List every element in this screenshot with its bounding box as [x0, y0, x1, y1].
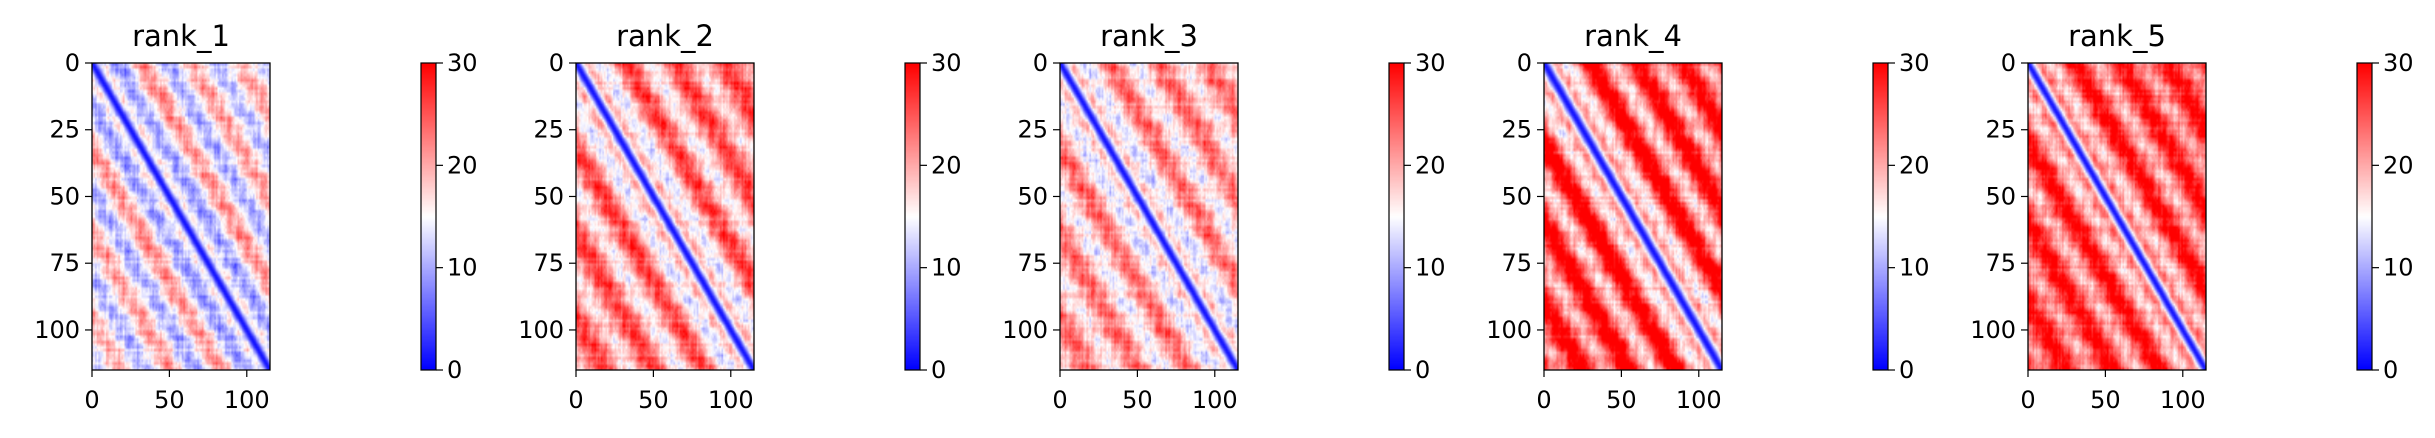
y-tick-label: 100 — [34, 316, 80, 344]
y-tick-label: 0 — [2001, 49, 2016, 77]
axes-frame — [575, 62, 755, 371]
heatmap-panel-1: rank_1 0 25 50 75 100 0 50 100 0 10 20 30 — [34, 19, 477, 414]
x-tick-label: 50 — [638, 386, 669, 414]
axes-frame — [1059, 62, 1239, 371]
y-tick-label: 100 — [1970, 316, 2016, 344]
colorbar-tick-label: 10 — [1899, 254, 1930, 282]
heatmap-panel-3: rank_3 0 25 50 75 100 0 50 100 0 10 20 30 — [1002, 19, 1445, 414]
heatmap-panel-5: rank_5 0 25 50 75 100 0 50 100 0 10 20 30 — [1970, 19, 2413, 414]
colorbar-tick-label: 10 — [2383, 254, 2414, 282]
colorbar: 0 10 20 30 — [1872, 49, 1930, 384]
y-tick-label: 100 — [1002, 316, 1048, 344]
y-tick-label: 75 — [1501, 249, 1532, 277]
colorbar-tick-label: 0 — [447, 356, 462, 384]
colorbar-gradient — [2357, 63, 2372, 370]
y-tick-label: 25 — [1017, 116, 1048, 144]
colorbar-tick-label: 30 — [2383, 49, 2414, 77]
y-tick-label: 100 — [518, 316, 564, 344]
panel-title: rank_4 — [1584, 19, 1682, 53]
y-tick-label: 50 — [1501, 182, 1532, 210]
heatmap-panel-2: rank_2 0 25 50 75 100 0 50 100 0 10 20 30 — [518, 19, 961, 414]
y-tick-label: 0 — [1033, 49, 1048, 77]
colorbar-tick-label: 0 — [1415, 356, 1430, 384]
y-tick-label: 0 — [1517, 49, 1532, 77]
colorbar-tick-label: 0 — [931, 356, 946, 384]
heatmap-image — [92, 63, 270, 370]
colorbar-frame — [904, 62, 921, 371]
y-tick-label: 50 — [1017, 182, 1048, 210]
y-tick-label: 75 — [49, 249, 80, 277]
colorbar-gradient — [1389, 63, 1404, 370]
panel-title: rank_1 — [132, 19, 230, 53]
colorbar-tick-label: 20 — [447, 151, 478, 179]
x-tick-label: 100 — [1676, 386, 1722, 414]
y-tick-label: 50 — [1985, 182, 2016, 210]
panel-title: rank_5 — [2068, 19, 2166, 53]
colorbar-tick-label: 0 — [1899, 356, 1914, 384]
y-tick-label: 75 — [1985, 249, 2016, 277]
x-tick-label: 50 — [1122, 386, 1153, 414]
x-tick-label: 0 — [84, 386, 99, 414]
x-tick-label: 0 — [1052, 386, 1067, 414]
heatmap-panel-4: rank_4 0 25 50 75 100 0 50 100 0 10 20 30 — [1486, 19, 1929, 414]
colorbar-tick-label: 20 — [1899, 151, 1930, 179]
colorbar: 0 10 20 30 — [2356, 49, 2414, 384]
y-tick-label: 100 — [1486, 316, 1532, 344]
colorbar-tick-label: 10 — [1415, 254, 1446, 282]
x-tick-label: 100 — [2160, 386, 2206, 414]
colorbar-tick-label: 30 — [1899, 49, 1930, 77]
axes-frame — [91, 62, 271, 371]
panel-title: rank_2 — [616, 19, 714, 53]
y-tick-label: 25 — [533, 116, 564, 144]
y-tick-label: 0 — [549, 49, 564, 77]
colorbar-frame — [1872, 62, 1889, 371]
colorbar-gradient — [905, 63, 920, 370]
y-tick-label: 50 — [49, 182, 80, 210]
y-tick-label: 75 — [533, 249, 564, 277]
colorbar-tick-label: 20 — [931, 151, 962, 179]
colorbar-gradient — [1873, 63, 1888, 370]
x-tick-label: 0 — [568, 386, 583, 414]
colorbar-frame — [420, 62, 437, 371]
x-tick-label: 50 — [1606, 386, 1637, 414]
x-tick-label: 0 — [1536, 386, 1551, 414]
colorbar-frame — [2356, 62, 2373, 371]
colorbar-tick-label: 10 — [447, 254, 478, 282]
x-tick-label: 50 — [154, 386, 185, 414]
colorbar-gradient — [421, 63, 436, 370]
x-tick-label: 0 — [2020, 386, 2035, 414]
y-tick-label: 50 — [533, 182, 564, 210]
colorbar: 0 10 20 30 — [1388, 49, 1446, 384]
y-tick-label: 25 — [1501, 116, 1532, 144]
y-tick-label: 0 — [65, 49, 80, 77]
axes-frame — [2027, 62, 2207, 371]
y-tick-label: 25 — [1985, 116, 2016, 144]
colorbar-tick-label: 20 — [1415, 151, 1446, 179]
x-tick-label: 100 — [224, 386, 270, 414]
y-tick-label: 25 — [49, 116, 80, 144]
heatmap-image — [576, 63, 754, 370]
heatmap-image — [1544, 63, 1722, 370]
colorbar-tick-label: 20 — [2383, 151, 2414, 179]
colorbar: 0 10 20 30 — [904, 49, 962, 384]
colorbar-tick-label: 30 — [931, 49, 962, 77]
colorbar-tick-label: 10 — [931, 254, 962, 282]
panel-title: rank_3 — [1100, 19, 1198, 53]
heatmap-image — [1060, 63, 1238, 370]
y-tick-label: 75 — [1017, 249, 1048, 277]
x-tick-label: 100 — [1192, 386, 1238, 414]
axes-frame — [1543, 62, 1723, 371]
colorbar: 0 10 20 30 — [420, 49, 478, 384]
x-tick-label: 50 — [2090, 386, 2121, 414]
colorbar-tick-label: 0 — [2383, 356, 2398, 384]
colorbar-frame — [1388, 62, 1405, 371]
colorbar-tick-label: 30 — [447, 49, 478, 77]
heatmap-image — [2028, 63, 2206, 370]
colorbar-tick-label: 30 — [1415, 49, 1446, 77]
x-tick-label: 100 — [708, 386, 754, 414]
